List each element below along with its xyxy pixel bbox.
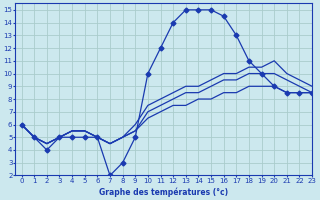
X-axis label: Graphe des températures (°c): Graphe des températures (°c) xyxy=(99,187,228,197)
